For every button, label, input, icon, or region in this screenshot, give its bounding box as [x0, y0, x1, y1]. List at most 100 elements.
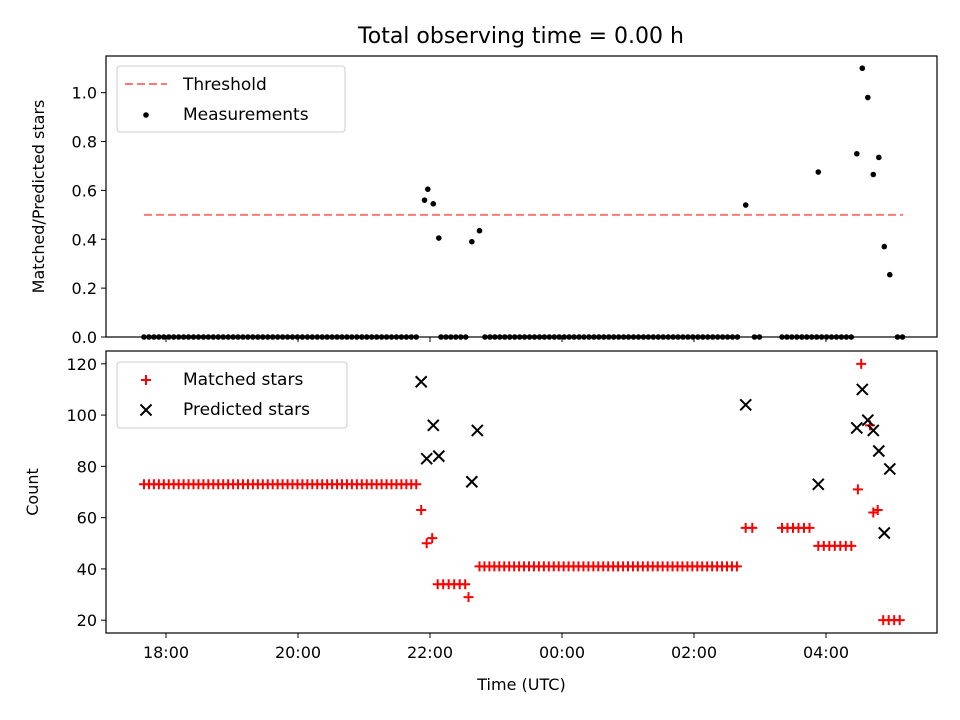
- measurement-point: [650, 334, 657, 340]
- measurement-point: [803, 334, 810, 340]
- measurement-point: [388, 334, 395, 340]
- predicted-star-point: [432, 449, 446, 463]
- measurement-point: [881, 243, 888, 250]
- measurement-point: [887, 271, 893, 278]
- measurement-point: [526, 334, 533, 340]
- legend-predicted-swatch: [139, 403, 153, 417]
- measurement-point: [655, 334, 662, 340]
- legend-matched-label: Matched stars: [183, 370, 303, 390]
- measurement-point: [165, 334, 172, 340]
- measurement-point: [469, 238, 475, 245]
- measurement-point: [665, 334, 671, 340]
- measurement-point: [220, 334, 226, 340]
- predicted-star-point: [850, 421, 864, 435]
- measurement-point: [566, 334, 572, 340]
- measurement-point: [289, 334, 296, 340]
- measurement-point: [596, 334, 602, 340]
- measurement-point: [438, 334, 444, 340]
- matched-star-point: [747, 522, 758, 533]
- measurement-point: [476, 227, 483, 234]
- measurement-point: [393, 334, 400, 340]
- measurement-point: [487, 334, 493, 340]
- measurement-point: [230, 334, 236, 340]
- measurement-point: [453, 334, 459, 340]
- measurement-point: [794, 334, 800, 340]
- measurement-point: [734, 334, 741, 340]
- measurement-point: [899, 334, 906, 340]
- predicted-star-point: [812, 478, 825, 491]
- measurement-point: [245, 334, 251, 340]
- measurement-point: [685, 334, 691, 340]
- measurement-point: [324, 334, 330, 340]
- measurement-point: [742, 202, 749, 208]
- measurement-point: [363, 334, 370, 340]
- measurement-point: [516, 334, 523, 340]
- measurement-point: [378, 334, 385, 340]
- measurement-point: [215, 334, 222, 340]
- measurement-point: [180, 334, 187, 340]
- measurement-point: [690, 334, 696, 340]
- x-tick-label: 20:00: [275, 643, 321, 662]
- x-tick-label: 22:00: [407, 643, 453, 662]
- legend-predicted-label: Predicted stars: [183, 400, 310, 420]
- measurement-point: [354, 334, 360, 340]
- measurement-point: [859, 65, 866, 72]
- x-axis-label: Time (UTC): [476, 675, 565, 694]
- measurement-point: [319, 334, 326, 340]
- measurement-point: [581, 334, 587, 340]
- predicted-star-point: [465, 475, 479, 488]
- measurement-point: [334, 334, 340, 340]
- predicted-star-point: [878, 526, 891, 540]
- legend-threshold-label: Threshold: [182, 75, 267, 95]
- measurement-point: [368, 334, 375, 340]
- measurement-point: [700, 334, 706, 340]
- measurement-point: [756, 334, 763, 340]
- measurement-point: [660, 334, 666, 340]
- measurement-point: [398, 334, 405, 340]
- chart-title: Total observing time = 0.00 h: [357, 24, 684, 49]
- measurement-point: [146, 334, 152, 340]
- measurement-point: [175, 334, 182, 340]
- y-tick-label: 0.2: [72, 279, 97, 298]
- bottom-legend: Matched stars Predicted stars: [116, 361, 348, 429]
- measurement-point: [779, 334, 785, 340]
- measurement-point: [870, 171, 877, 178]
- matched-star-point: [427, 533, 438, 544]
- measurement-point: [458, 334, 464, 340]
- measurement-point: [205, 334, 212, 340]
- matched-star-point: [846, 540, 857, 551]
- matched-star-point: [872, 504, 883, 515]
- measurement-point: [571, 334, 577, 340]
- measurement-point: [848, 334, 855, 340]
- y-tick-label: 20: [77, 611, 97, 630]
- measurement-point: [383, 334, 390, 340]
- matched-star-point: [411, 479, 422, 490]
- measurement-point: [274, 334, 281, 340]
- predicted-star-point: [427, 419, 440, 432]
- measurement-point: [250, 334, 256, 340]
- matched-star-point: [894, 615, 905, 626]
- predicted-star-point: [414, 375, 428, 388]
- measurement-point: [865, 94, 871, 101]
- measurement-point: [724, 334, 731, 340]
- y-tick-label: 100: [66, 406, 97, 425]
- top-legend: Threshold Measurements: [116, 65, 346, 133]
- measurement-point: [561, 334, 567, 340]
- measurement-point: [225, 334, 231, 340]
- measurement-point: [413, 334, 420, 340]
- matched-star-point: [416, 504, 427, 515]
- measurement-point: [425, 186, 431, 192]
- measurement-point: [714, 334, 721, 340]
- measurement-point: [141, 334, 147, 340]
- measurement-point: [695, 334, 701, 340]
- measurement-point: [828, 334, 835, 340]
- predicted-star-point: [861, 414, 875, 427]
- top-y-axis-label: Matched/Predicted stars: [29, 100, 48, 294]
- measurement-point: [551, 334, 558, 340]
- measurement-point: [195, 334, 202, 340]
- y-tick-label: 120: [66, 355, 97, 374]
- measurement-point: [815, 169, 822, 175]
- measurement-point: [521, 334, 528, 340]
- measurement-point: [854, 150, 860, 157]
- matched-star-point: [856, 358, 867, 369]
